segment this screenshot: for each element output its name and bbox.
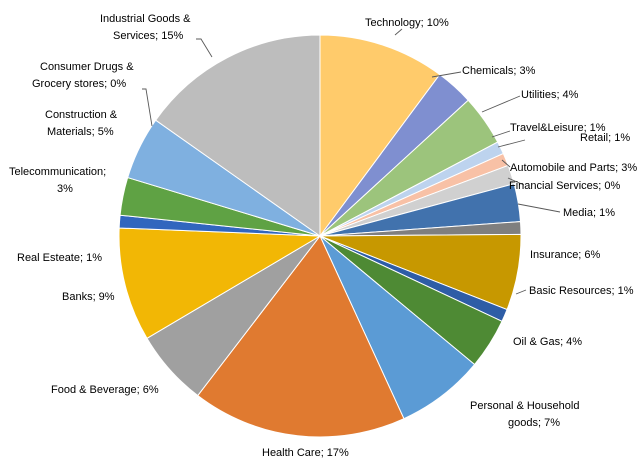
label-automobile: Automobile and Parts; 3% [510,162,637,174]
label-utilities: Utilities; 4% [521,89,579,101]
label-banks: Banks; 9% [62,291,115,303]
leader-line-chemicals [431,71,462,78]
label-retail: Retail; 1% [580,132,630,144]
slice-banks [118,227,322,340]
label-industrial-line1: Industrial Goods & [100,13,191,25]
leader-line-financial [507,177,525,186]
label-personal-line1: Personal & Household [470,400,579,412]
label-construction-line2: Materials; 5% [47,126,114,138]
label-personal-line2: goods; 7% [508,417,560,429]
leader-lines [142,28,561,295]
leader-line-travel [491,130,511,138]
leader-line-retail [497,139,526,148]
slice-industrial-goods-services [155,34,321,237]
label-media: Media; 1% [563,207,615,219]
slice-labels: Technology; 10% Chemicals; 3% Utilities;… [9,13,637,459]
slice-health-care [197,235,405,438]
leader-line-media [517,203,561,213]
label-consumer-line1: Consumer Drugs & [40,61,134,73]
slice-technology [319,34,441,238]
leader-line-basic [515,289,527,295]
label-health: Health Care; 17% [262,447,349,459]
label-financial: Financial Services; 0% [509,180,620,192]
leader-line-utilities [481,95,521,113]
label-construction-line1: Construction & [45,109,118,121]
label-telecom-line2: 3% [57,183,73,195]
label-telecom-line1: Telecommunication; [9,166,106,178]
leader-line-industrial [196,38,213,58]
leader-line-automobile [501,159,511,168]
label-insurance: Insurance; 6% [530,249,601,261]
label-chemicals: Chemicals; 3% [462,65,536,77]
label-oil: Oil & Gas; 4% [513,336,582,348]
leader-line-technology [394,28,403,36]
pie-slices [118,34,522,438]
label-industrial-line2: Services; 15% [113,30,184,42]
label-travel: Travel&Leisure; 1% [510,122,606,134]
label-consumer-line2: Grocery stores; 0% [32,78,126,90]
label-realestate: Real Esteate; 1% [17,252,102,264]
label-food: Food & Beverage; 6% [51,384,159,396]
leader-line-consumer [142,88,153,127]
label-basic: Basic Resources; 1% [529,285,634,297]
label-technology: Technology; 10% [365,17,449,29]
